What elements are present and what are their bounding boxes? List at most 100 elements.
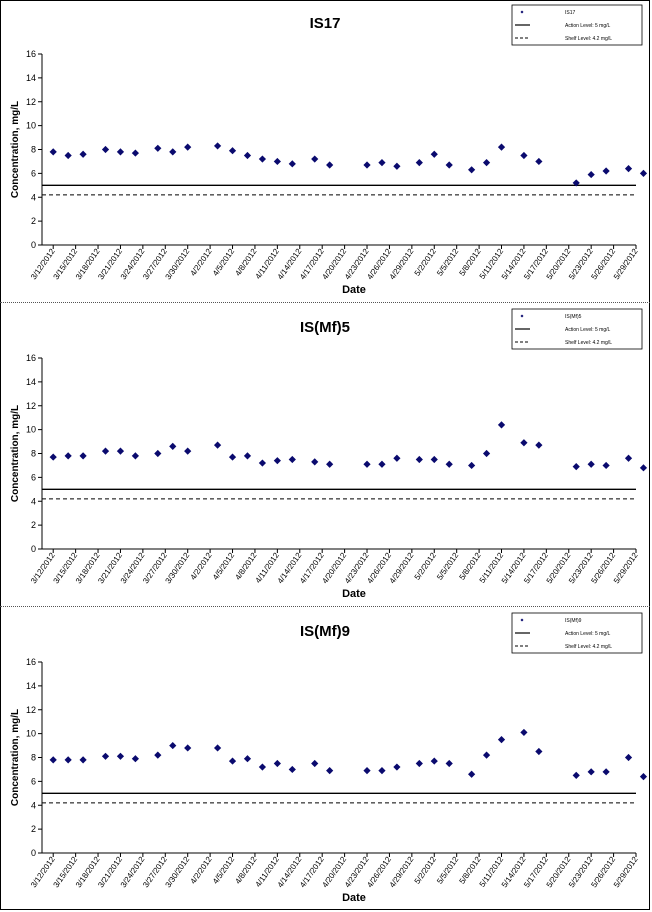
chart-panel-3: IS(Mf)9 0 2 4 6 8 10 12 14 16 Concentration, mg/… [0, 608, 650, 908]
y-tick-label: 2 [31, 824, 36, 834]
y-tick-label: 8 [31, 449, 36, 459]
panel-divider [0, 606, 650, 607]
x-axis-label: Date [342, 588, 366, 600]
legend-entry-action: Action Level: 5 mg/L [565, 327, 611, 333]
data-point [288, 160, 296, 168]
data-points [49, 728, 648, 781]
data-point [311, 155, 319, 163]
y-tick-label: 10 [26, 121, 36, 131]
data-point [602, 167, 610, 175]
data-point [184, 143, 192, 151]
data-point [326, 460, 334, 468]
data-point [154, 449, 162, 458]
data-point [213, 142, 222, 150]
x-axis-label: Date [342, 284, 366, 296]
reference-lines [42, 488, 636, 500]
y-tick-label: 6 [31, 168, 36, 178]
data-point [184, 744, 192, 752]
chart-svg-3: IS(Mf)9 0 2 4 6 8 10 12 14 16 Concentration, mg/… [10, 612, 648, 904]
data-point [49, 756, 57, 764]
legend-entry-shelf: Shelf Level: 4.2 mg/L [565, 644, 612, 650]
y-axis-label: Concentration, mg/L [10, 101, 21, 198]
data-points [49, 142, 648, 187]
y-axis [38, 53, 43, 246]
data-point [378, 767, 386, 775]
y-axis-label: Concentration, mg/L [10, 405, 21, 502]
data-point [228, 757, 237, 765]
data-point [639, 464, 648, 472]
data-point [258, 459, 267, 467]
data-point [116, 752, 125, 760]
data-point [482, 159, 491, 167]
y-tick-label: 12 [26, 705, 36, 715]
data-point [288, 765, 296, 774]
x-axis [42, 852, 637, 857]
data-point [49, 148, 57, 156]
data-point [393, 454, 401, 462]
data-point [49, 453, 57, 461]
data-point [131, 452, 139, 460]
legend-entry-series: IS(Mf)9 [565, 618, 582, 624]
data-point [326, 767, 334, 775]
data-point [535, 157, 543, 166]
y-tick-label: 12 [26, 401, 36, 411]
data-point [243, 151, 252, 160]
data-point [415, 759, 423, 768]
data-point [497, 143, 506, 151]
legend-marker [520, 314, 524, 318]
data-point [468, 166, 476, 174]
chart-svg-1: IS17 0 2 4 6 8 10 12 14 16 Concentration, mg/L 3… [10, 4, 648, 296]
y-axis-label: Concentration, mg/L [10, 709, 21, 806]
data-point [79, 150, 87, 158]
legend: IS17 Action Level: 5 mg/L Shelf Level: 4… [511, 4, 643, 46]
data-point [326, 161, 334, 169]
data-point [64, 452, 72, 460]
data-point [154, 751, 162, 759]
data-point [497, 421, 506, 429]
data-point [572, 463, 580, 471]
x-tick-labels: 3/12/20123/15/20123/18/20123/21/20123/24… [29, 551, 640, 586]
chart-title: IS(Mf)5 [300, 319, 350, 336]
y-tick-label: 4 [31, 496, 36, 506]
data-point [243, 755, 252, 763]
y-tick-label: 16 [26, 353, 36, 363]
data-point [311, 458, 319, 466]
legend-entry-shelf: Shelf Level: 4.2 mg/L [565, 340, 612, 346]
legend-marker [520, 618, 524, 622]
y-tick-label: 0 [31, 240, 36, 250]
data-point [430, 455, 438, 464]
x-tick-labels: 3/12/20123/15/20123/18/20123/21/20123/24… [29, 855, 640, 890]
data-point [169, 148, 177, 156]
data-point [572, 771, 580, 780]
y-tick-label: 14 [26, 73, 36, 83]
data-point [587, 768, 595, 776]
y-tick-label: 8 [31, 145, 36, 155]
data-point [430, 150, 438, 158]
y-tick-label: 10 [26, 425, 36, 435]
y-tick-labels: 0 2 4 6 8 10 12 14 16 [26, 49, 36, 250]
data-point [131, 149, 139, 157]
data-point [64, 151, 72, 160]
y-tick-label: 4 [31, 800, 36, 810]
legend: IS(Mf)5 Action Level: 5 mg/L Shelf Level… [511, 308, 643, 350]
data-point [258, 763, 267, 771]
data-point [445, 161, 453, 169]
y-axis [38, 661, 43, 854]
data-point [468, 770, 476, 778]
chart-panel-1: IS17 0 2 4 6 8 10 12 14 16 Concentration, mg/L 3… [0, 0, 650, 300]
legend-entry-shelf: Shelf Level: 4.2 mg/L [565, 36, 612, 42]
data-point [497, 735, 506, 744]
y-tick-label: 0 [31, 848, 36, 858]
y-tick-label: 2 [31, 520, 36, 530]
data-point [624, 753, 633, 762]
data-point [288, 455, 296, 464]
data-point [213, 744, 222, 752]
x-axis [42, 244, 637, 249]
data-point [445, 759, 453, 768]
legend-entry-action: Action Level: 5 mg/L [565, 631, 611, 637]
x-axis [42, 548, 637, 553]
data-point [213, 441, 222, 449]
chart-title: IS(Mf)9 [300, 623, 350, 640]
data-point [116, 148, 125, 156]
data-point [639, 773, 648, 781]
